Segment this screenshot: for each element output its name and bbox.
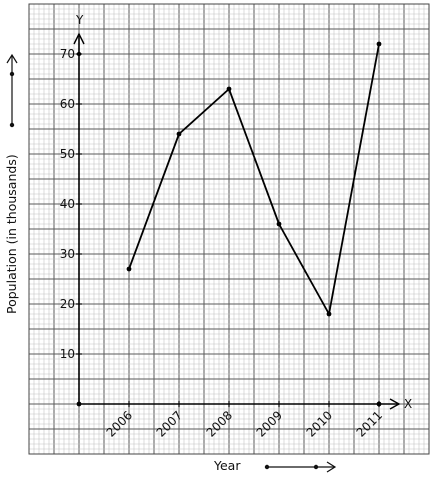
population-line: [128, 43, 380, 315]
data-point: [326, 311, 332, 317]
y-axis-max-dot: [76, 51, 82, 57]
data-point: [276, 221, 282, 227]
data-point: [376, 41, 382, 47]
y-tick-label: 40: [60, 197, 75, 211]
y-axis-letter: Y: [75, 13, 84, 27]
data-point: [176, 131, 182, 137]
series-line: [126, 41, 382, 407]
graph-paper-border: [28, 3, 430, 455]
graph-paper-grid: [28, 3, 430, 455]
x-axis-letter: X: [404, 397, 412, 411]
x-axis-arrow-icon: [389, 398, 401, 410]
y-tick-label: 20: [60, 297, 75, 311]
x-direction-arrow-icon: [264, 461, 337, 473]
y-tick-label: 70: [60, 47, 75, 61]
y-tick-label: 60: [60, 97, 75, 111]
axes: [73, 32, 401, 410]
data-point: [126, 266, 132, 272]
origin-point: [76, 401, 82, 407]
y-tick-label: 50: [60, 147, 75, 161]
y-tick-label: 30: [60, 247, 75, 261]
x-axis-title: Year: [213, 458, 241, 473]
y-direction-arrow-icon: [6, 53, 18, 128]
y-tick-label: 10: [60, 347, 75, 361]
y-axis-arrow-icon: [73, 32, 85, 45]
data-point: [226, 86, 232, 92]
y-axis-title: Population (in thousands): [4, 154, 19, 314]
